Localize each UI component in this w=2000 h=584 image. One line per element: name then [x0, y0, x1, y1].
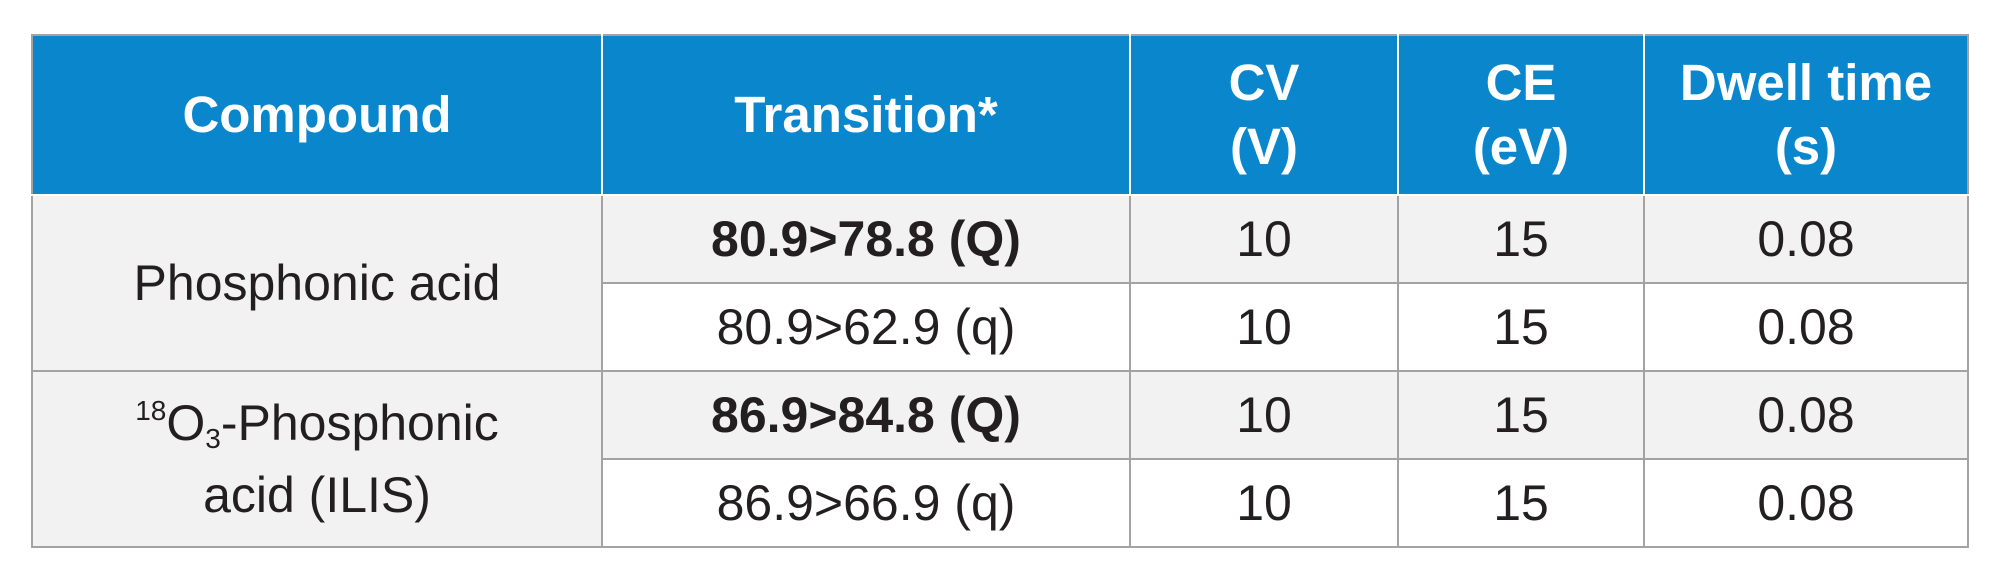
header-ce: CE (eV) [1397, 34, 1645, 196]
cv-cell: 10 [1129, 194, 1399, 284]
table-row: 86.9>66.9 (q) 10 15 0.08 [32, 458, 1969, 548]
cv-cell: 10 [1129, 282, 1399, 372]
compound-name-line1: 18O3-Phosphonic [135, 395, 499, 454]
header-dwell-time: Dwell time (s) [1643, 34, 1969, 196]
compound-cell-18o3-phosphonic-acid: 18O3-Phosphonic acid (ILIS) [31, 370, 603, 548]
table-row: Phosphonic acid 80.9>78.8 (Q) 10 15 0.08 [31, 194, 1969, 372]
dwell-time-cell: 0.08 [1643, 370, 1969, 460]
cv-cell: 10 [1129, 370, 1399, 460]
header-compound: Compound [31, 34, 603, 196]
compound-cell-phosphonic-acid: Phosphonic acid [31, 194, 603, 372]
transition-cell: 80.9>78.8 (Q) [601, 194, 1131, 284]
header-row: Compound Transition* CV (V) CE (eV) Dwel… [31, 34, 1969, 196]
transition-parameters-table: Compound Transition* CV (V) CE (eV) Dwel… [31, 34, 1969, 548]
header-cv: CV (V) [1129, 34, 1399, 196]
compound-name-line2: acid (ILIS) [203, 467, 431, 523]
ce-cell: 15 [1397, 458, 1645, 548]
transition-cell: 86.9>84.8 (Q) [601, 370, 1131, 460]
ce-cell: 15 [1397, 282, 1645, 372]
transition-cell: 86.9>66.9 (q) [601, 458, 1131, 548]
dwell-time-cell: 0.08 [1643, 282, 1969, 372]
table-row: 80.9>62.9 (q) 10 15 0.08 [32, 282, 1969, 372]
header-transition: Transition* [601, 34, 1131, 196]
cv-cell: 10 [1129, 458, 1399, 548]
ce-cell: 15 [1397, 370, 1645, 460]
transition-cell: 80.9>62.9 (q) [601, 282, 1131, 372]
dwell-time-cell: 0.08 [1643, 194, 1969, 284]
dwell-time-cell: 0.08 [1643, 458, 1969, 548]
data-table-container: Compound Transition* CV (V) CE (eV) Dwel… [31, 34, 1969, 548]
ce-cell: 15 [1397, 194, 1645, 284]
table-row: 18O3-Phosphonic acid (ILIS) 86.9>84.8 (Q… [31, 370, 1969, 548]
